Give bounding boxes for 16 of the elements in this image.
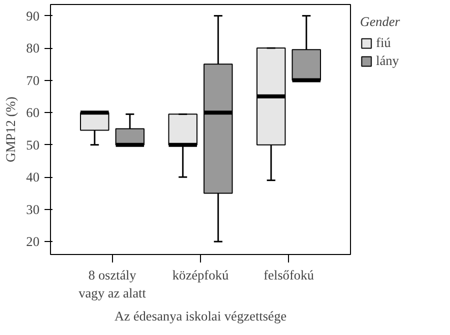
legend-title: Gender <box>360 14 400 30</box>
legend-label: fiú <box>376 35 392 51</box>
y-axis-title: GMP12 (%) <box>3 96 18 162</box>
x-tick-label: 8 osztály vagy az alatt <box>78 268 146 300</box>
y-tick-label: 80 <box>26 40 40 56</box>
y-tick-label: 70 <box>26 72 40 88</box>
x-tick-label: felsőfokú <box>264 268 314 282</box>
legend-label: lány <box>376 53 399 69</box>
y-tick-label: 40 <box>26 170 40 185</box>
y-tick-label: 50 <box>26 137 40 152</box>
y-tick-label: 20 <box>26 234 40 250</box>
y-tick-label: 30 <box>26 202 40 217</box>
y-tick-label: 60 <box>26 105 40 120</box>
x-tick-label: középfokú <box>172 268 229 282</box>
x-axis-title: Az édesanya iskolai végzettsége <box>114 308 287 324</box>
y-tick-label: 90 <box>26 8 40 24</box>
